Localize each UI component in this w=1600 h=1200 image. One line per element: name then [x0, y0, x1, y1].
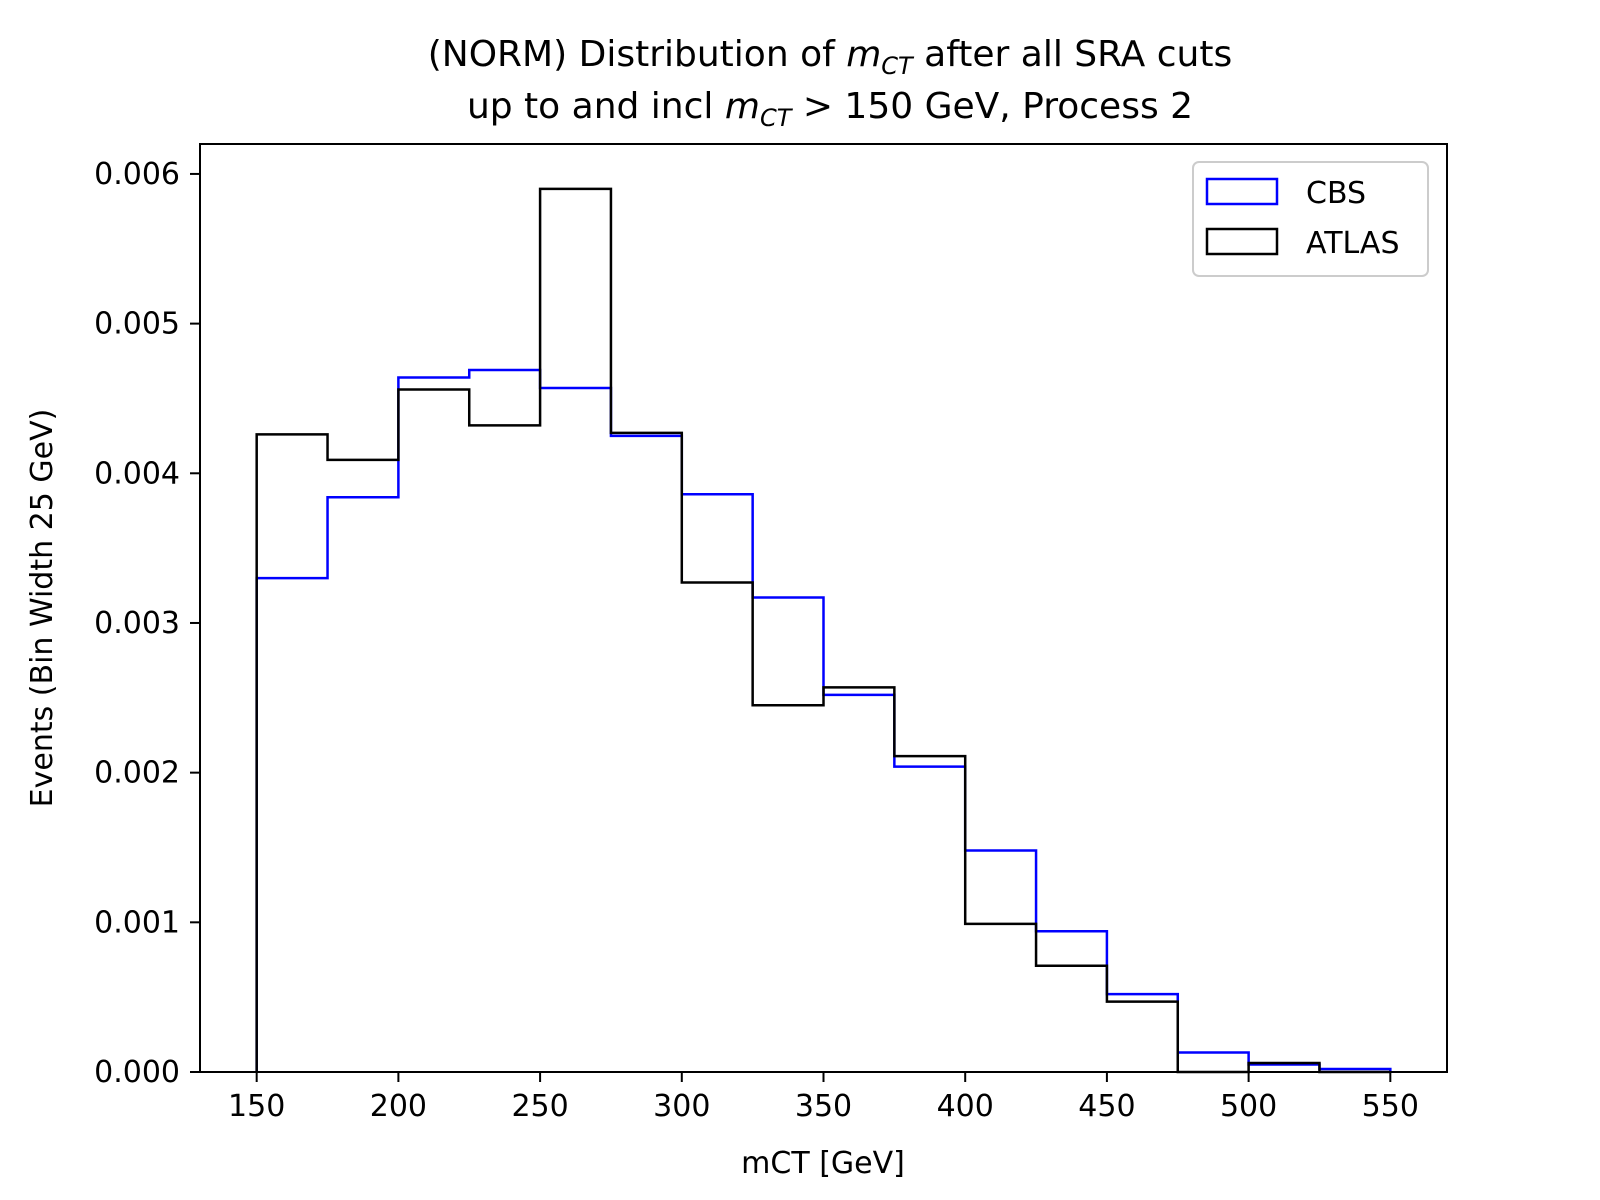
series-layer	[255, 187, 1392, 1074]
legend-label-cbs: CBS	[1306, 176, 1366, 211]
y-tick-label: 0.002	[94, 756, 180, 791]
series-cbs-step-line	[255, 368, 1392, 1072]
y-tick-label: 0.006	[94, 157, 180, 192]
x-axis-label: mCT [GeV]	[741, 1146, 905, 1181]
title-line1-var: m	[846, 34, 881, 75]
legend: CBS ATLAS	[1192, 161, 1429, 277]
y-tick-label: 0.004	[94, 456, 180, 491]
y-tick-label: 0.001	[94, 905, 180, 940]
tick-layer: 150 200 250 300 350 400 450 500 550 0.000 0.001 0.0…	[94, 157, 1419, 1124]
x-tick-label: 300	[653, 1089, 710, 1124]
x-tick-label: 500	[1220, 1089, 1277, 1124]
title-line1-sub: CT	[881, 52, 915, 80]
title-line2-post: > 150 GeV, Process 2	[791, 86, 1193, 127]
title-line2-var: m	[725, 86, 760, 127]
series-atlas-step-line	[255, 187, 1391, 1074]
y-tick-label: 0.003	[94, 606, 180, 641]
title-line1-pre: (NORM) Distribution of	[428, 34, 846, 75]
x-tick-label: 400	[937, 1089, 994, 1124]
legend-swatch-atlas	[1205, 227, 1279, 256]
chart-title-line1: (NORM) Distribution of mCT after all SRA…	[428, 34, 1233, 80]
title-line2-pre: up to and incl	[467, 86, 725, 127]
axes-frame	[199, 143, 1448, 1073]
y-tick-label: 0.005	[94, 307, 180, 342]
legend-label-atlas: ATLAS	[1306, 226, 1400, 261]
title-line2-sub: CT	[760, 104, 794, 132]
x-tick-label: 350	[795, 1089, 852, 1124]
x-tick-label: 550	[1362, 1089, 1419, 1124]
title-line1-post: after all SRA cuts	[913, 34, 1233, 75]
x-tick-label: 250	[511, 1089, 568, 1124]
x-tick-label: 450	[1078, 1089, 1135, 1124]
legend-swatch-cbs	[1205, 177, 1279, 206]
y-tick-label: 0.000	[94, 1055, 180, 1090]
chart-title-line2: up to and incl mCT > 150 GeV, Process 2	[467, 86, 1193, 132]
x-tick-label: 150	[228, 1089, 285, 1124]
legend-box	[1192, 161, 1429, 277]
x-tick-label: 200	[370, 1089, 427, 1124]
y-axis-label: Events (Bin Width 25 GeV)	[25, 409, 60, 808]
